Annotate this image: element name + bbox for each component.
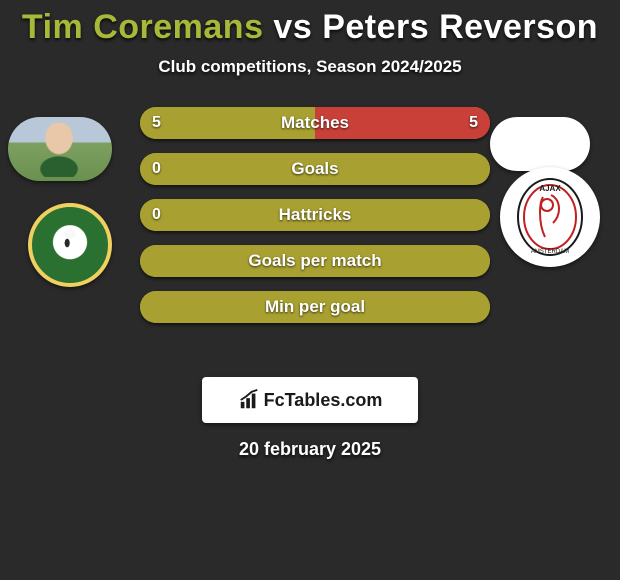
content-area: AJAX AMSTERDAM Matches55Goals0Hattricks0… [0, 107, 620, 367]
page-title: Tim Coremans vs Peters Reverson [0, 8, 620, 47]
player2-avatar [490, 117, 590, 171]
player1-club-crest [28, 203, 112, 287]
chart-icon [238, 389, 260, 411]
brand-badge: FcTables.com [202, 377, 418, 423]
stat-value-left: 0 [152, 199, 161, 231]
stat-row: Min per goal [140, 291, 490, 323]
stat-value-left: 5 [152, 107, 161, 139]
title-player1: Tim Coremans [22, 8, 264, 46]
stat-label: Goals per match [140, 245, 490, 277]
date-label: 20 february 2025 [0, 439, 620, 460]
stat-row: Goals per match [140, 245, 490, 277]
brand-text: FcTables.com [264, 390, 383, 411]
title-player2: Peters Reverson [322, 8, 598, 46]
stat-label: Goals [140, 153, 490, 185]
title-vs: vs [263, 8, 322, 46]
stat-bars: Matches55Goals0Hattricks0Goals per match… [140, 107, 490, 337]
stat-label: Hattricks [140, 199, 490, 231]
comparison-infographic: Tim Coremans vs Peters Reverson Club com… [0, 0, 620, 580]
stat-row: Matches5 5 [140, 107, 490, 139]
stat-value-left: 0 [152, 153, 161, 185]
player1-avatar [8, 117, 112, 181]
ajax-icon: AJAX AMSTERDAM [515, 177, 585, 257]
stat-value-right: 5 [469, 107, 478, 139]
svg-text:AMSTERDAM: AMSTERDAM [531, 249, 569, 255]
subtitle: Club competitions, Season 2024/2025 [0, 57, 620, 77]
stat-label: Min per goal [140, 291, 490, 323]
player2-club-crest: AJAX AMSTERDAM [500, 167, 600, 267]
svg-text:AJAX: AJAX [539, 184, 561, 193]
stat-row: Goals0 [140, 153, 490, 185]
stat-label: Matches [140, 107, 490, 139]
stat-row: Hattricks0 [140, 199, 490, 231]
ado-den-haag-icon [42, 217, 98, 273]
